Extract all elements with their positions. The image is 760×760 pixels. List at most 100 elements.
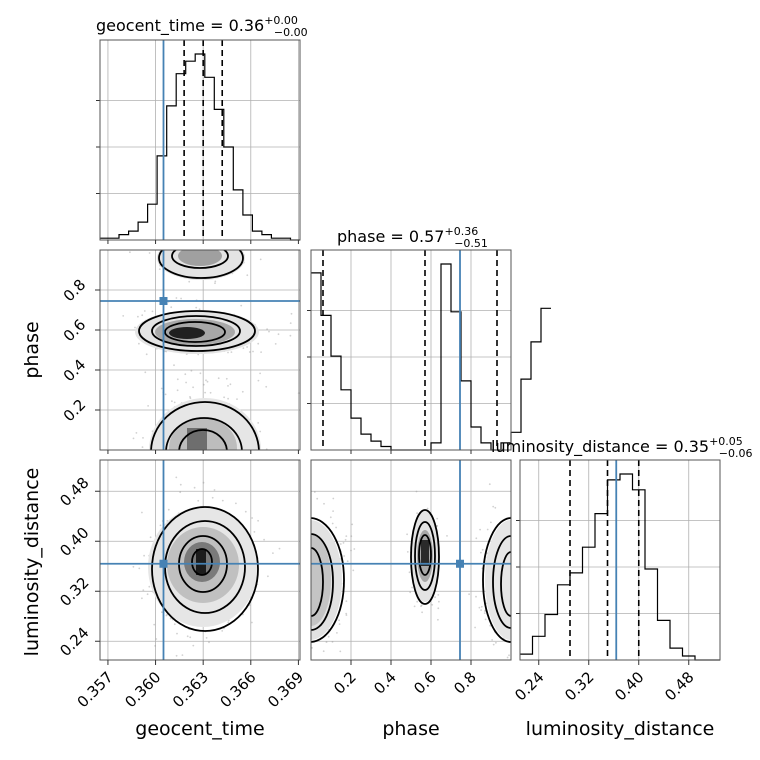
sample-point bbox=[205, 500, 207, 502]
sample-point bbox=[178, 465, 180, 467]
sample-point bbox=[202, 383, 205, 386]
density-level bbox=[196, 549, 206, 575]
sample-point bbox=[142, 589, 145, 591]
sample-point bbox=[248, 351, 251, 353]
x-tick-label: 0.6 bbox=[410, 668, 440, 698]
sample-point bbox=[193, 485, 195, 487]
sample-point bbox=[331, 522, 334, 525]
sample-point bbox=[157, 480, 159, 482]
sample-point bbox=[210, 497, 212, 499]
sample-point bbox=[167, 508, 170, 511]
y-tick-label: 0.4 bbox=[60, 356, 90, 386]
sample-point bbox=[522, 591, 524, 593]
sample-point bbox=[161, 611, 163, 614]
sample-point bbox=[176, 378, 179, 381]
sample-point bbox=[272, 552, 274, 554]
sample-point bbox=[491, 639, 493, 641]
sample-point bbox=[182, 454, 184, 456]
y-tick-label: 0.6 bbox=[60, 316, 90, 346]
panel-frame bbox=[99, 39, 301, 241]
sample-point bbox=[235, 457, 237, 459]
sample-point bbox=[192, 482, 194, 484]
sample-point bbox=[529, 579, 531, 581]
sample-point bbox=[520, 559, 522, 561]
sample-point bbox=[512, 538, 514, 540]
sample-point bbox=[215, 248, 217, 250]
sample-point bbox=[529, 517, 531, 519]
sample-point bbox=[171, 400, 173, 403]
sample-point bbox=[176, 389, 179, 392]
sample-point bbox=[302, 598, 304, 600]
sample-point bbox=[143, 554, 146, 557]
sample-point bbox=[291, 553, 293, 555]
sample-point bbox=[305, 647, 307, 649]
sample-point bbox=[196, 473, 198, 475]
sample-point bbox=[329, 516, 332, 519]
sample-point bbox=[294, 593, 296, 595]
sample-point bbox=[436, 525, 439, 527]
sample-point bbox=[135, 432, 138, 434]
sample-point bbox=[252, 350, 254, 353]
sample-point bbox=[409, 591, 412, 594]
sample-point bbox=[189, 397, 192, 400]
sample-point bbox=[242, 347, 245, 350]
sample-point bbox=[311, 647, 313, 649]
sample-point bbox=[280, 531, 282, 533]
sample-point bbox=[186, 635, 189, 638]
sample-point bbox=[420, 604, 423, 607]
sample-point bbox=[160, 494, 162, 496]
sample-point bbox=[267, 575, 269, 578]
sample-point bbox=[512, 629, 514, 631]
sample-point bbox=[175, 297, 178, 299]
sample-point bbox=[514, 502, 516, 504]
sample-point bbox=[206, 380, 209, 383]
sample-point bbox=[331, 641, 334, 643]
sample-point bbox=[416, 600, 419, 603]
sample-point bbox=[157, 497, 159, 499]
sample-point bbox=[185, 381, 188, 384]
sample-point bbox=[468, 593, 470, 596]
sample-point bbox=[520, 546, 522, 548]
sample-point bbox=[289, 322, 292, 324]
sample-point bbox=[229, 383, 232, 386]
sample-point bbox=[187, 501, 189, 503]
sample-point bbox=[475, 595, 477, 598]
sample-point bbox=[296, 481, 298, 483]
sample-point bbox=[175, 242, 177, 244]
sample-point bbox=[197, 456, 199, 458]
sample-point bbox=[524, 597, 526, 599]
contour-line bbox=[311, 533, 334, 631]
sample-point bbox=[173, 401, 176, 404]
sample-point bbox=[494, 506, 497, 509]
panel-geocent-time-hist: geocent_time = 0.36+0.00 −0.00 bbox=[96, 14, 308, 241]
sample-point bbox=[408, 571, 411, 574]
sample-point bbox=[415, 490, 418, 493]
sample-point bbox=[143, 310, 146, 312]
sample-point bbox=[208, 641, 210, 644]
sample-point bbox=[307, 596, 309, 598]
sample-point bbox=[533, 582, 535, 584]
sample-point bbox=[345, 614, 348, 616]
sample-point bbox=[515, 567, 517, 569]
sample-point bbox=[177, 463, 179, 465]
sample-point bbox=[316, 497, 319, 500]
sample-point bbox=[266, 488, 268, 490]
sample-point bbox=[438, 600, 440, 603]
contour-line bbox=[311, 517, 345, 643]
sample-point bbox=[195, 489, 197, 491]
x-tick-label: 0.8 bbox=[450, 668, 480, 698]
sample-point bbox=[303, 528, 305, 530]
sample-point bbox=[301, 588, 303, 590]
contour-line bbox=[191, 548, 213, 576]
contour-line bbox=[150, 401, 260, 450]
sample-point bbox=[302, 557, 304, 559]
sample-point bbox=[306, 624, 308, 626]
sample-point bbox=[142, 437, 144, 439]
sample-point bbox=[175, 654, 178, 657]
sample-point bbox=[474, 626, 476, 629]
sample-point bbox=[216, 484, 218, 486]
sample-point bbox=[517, 502, 519, 504]
sample-point bbox=[194, 451, 196, 453]
sample-point bbox=[206, 478, 208, 480]
sample-point bbox=[150, 242, 152, 244]
